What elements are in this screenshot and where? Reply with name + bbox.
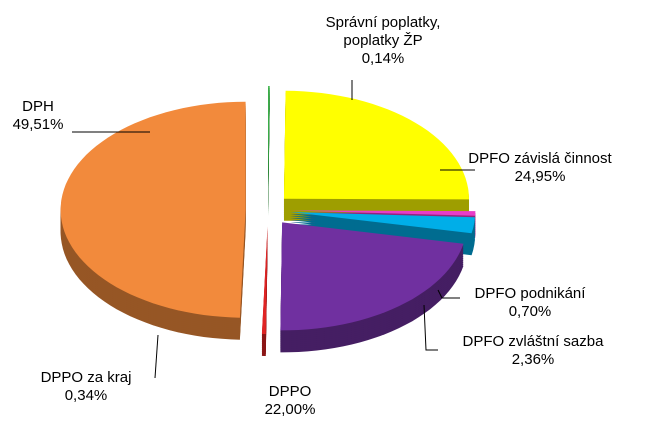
label-name: Správní poplatky, poplatky ŽP <box>325 14 441 49</box>
slice <box>280 222 464 331</box>
label-name: DPPO <box>268 383 312 400</box>
label-name: DPH <box>22 98 54 115</box>
label-value: 0,14% <box>361 50 405 67</box>
slice <box>290 211 475 234</box>
label-name: DPFO závislá činnost <box>468 150 612 167</box>
label-name: DPFO zvláštní sazba <box>462 333 604 350</box>
label-value: 0,70% <box>508 303 552 320</box>
data-label: DPPO za kraj 0,34% <box>21 369 151 405</box>
data-label: DPFO závislá činnost 24,95% <box>440 150 640 186</box>
label-value: 0,34% <box>64 387 108 404</box>
label-value: 49,51% <box>12 116 64 133</box>
data-label: DPH 49,51% <box>0 98 83 134</box>
leader-lines <box>72 80 475 379</box>
slice <box>268 86 270 195</box>
leader-line <box>437 289 460 299</box>
data-label: DPFO podnikání 0,70% <box>445 285 615 321</box>
leader-line <box>154 334 159 379</box>
label-value: 2,36% <box>511 351 555 368</box>
label-value: 22,00% <box>264 401 316 418</box>
leader-line <box>423 304 438 351</box>
label-name: DPPO za kraj <box>40 369 132 386</box>
slice <box>283 90 469 200</box>
data-label: DPFO zvláštní sazba 2,36% <box>438 333 628 369</box>
data-label: Správní poplatky, poplatky ŽP 0,14% <box>308 14 458 68</box>
data-label: DPPO 22,00% <box>230 383 350 419</box>
slice <box>60 101 246 318</box>
label-name: DPFO podnikání <box>474 285 586 302</box>
slice <box>261 225 268 334</box>
label-value: 24,95% <box>514 168 566 185</box>
slice <box>290 210 476 216</box>
pie-tops <box>60 86 476 334</box>
